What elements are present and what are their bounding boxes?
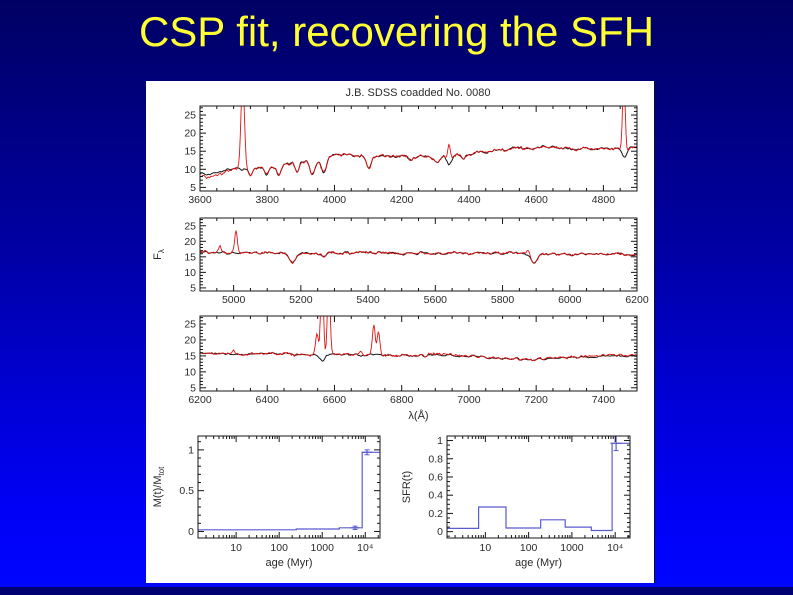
axis-tick-label: 5200 — [289, 294, 313, 306]
axis-tick-label: 25 — [184, 318, 196, 330]
axis-tick-label: 100 — [270, 542, 288, 554]
axis-tick-label: 15 — [184, 251, 196, 263]
axis-tick-label: 5000 — [222, 294, 246, 306]
axis-xlabel: age (Myr) — [515, 557, 562, 569]
chart-spectrum-green: 5000 5200 5400 5600 5800 6000 6200 5 10 15 20 25 — [184, 217, 649, 306]
observed-spectrum-line — [200, 106, 637, 180]
axis-tick-label: 6600 — [323, 394, 347, 406]
axis-tick-label: 10⁴ — [357, 542, 373, 554]
spectrum-series-group — [200, 230, 637, 264]
figure-title: J.B. SDSS coadded No. 0080 — [346, 87, 491, 99]
axis-frame — [197, 435, 381, 539]
axis-tick-label: 6200 — [625, 294, 649, 306]
chart-sfr: 10 100 1000 10⁴ 0 0.2 0.4 0.6 0.8 1 age (Myr) — [428, 435, 631, 569]
axis-tick-label: 20 — [184, 128, 196, 140]
axis-tick-label: 0.5 — [179, 485, 194, 497]
axis-tick-label: 6400 — [256, 394, 280, 406]
axis-tick-label: 3600 — [188, 194, 212, 206]
axis-tick-label: 15 — [184, 146, 196, 158]
axis-tick-label: 5400 — [356, 294, 380, 306]
figure-chart: J.B. SDSS coadded No. 0080 3600 3800 4000 42… — [152, 87, 649, 569]
axis-tick-label: 7000 — [457, 394, 481, 406]
axis-frame — [199, 217, 638, 292]
axis-tick-label: 4600 — [524, 194, 548, 206]
observed-spectrum-line — [200, 230, 637, 264]
axis-tick-label: 3800 — [256, 194, 280, 206]
axis-tick-label: 15 — [184, 350, 196, 362]
axis-tick-label: 100 — [520, 542, 538, 554]
axis-tick-label: 1000 — [311, 542, 335, 554]
sfh-series-group — [198, 449, 380, 531]
axis-ylabel: SFR(t) — [401, 471, 413, 503]
axis-tick-label: 10 — [184, 164, 196, 176]
axis-tick-label: 5800 — [491, 294, 515, 306]
axis-tick-label: 6000 — [558, 294, 582, 306]
axis-tick-label: 0.2 — [428, 508, 443, 520]
axis-tick-label: 5600 — [424, 294, 448, 306]
axis-tick-label: 10 — [480, 542, 492, 554]
slide-title: CSP fit, recovering the SFH — [138, 8, 655, 55]
observed-spectrum-line — [200, 316, 637, 362]
axis-tick-label: 4000 — [323, 194, 347, 206]
axis-frame — [199, 105, 638, 192]
footer-strip — [0, 587, 793, 595]
chart-spectrum-blue: 3600 3800 4000 4200 4400 4600 4800 5 10 15 20 25 — [184, 105, 638, 206]
figure-panel: J.B. SDSS coadded No. 0080 3600 3800 4000 42… — [146, 81, 655, 583]
axis-tick-label: 7200 — [524, 394, 548, 406]
axis-tick-label: 4200 — [390, 194, 414, 206]
sfh-step-line — [447, 442, 630, 532]
axis-tick-label: 1000 — [560, 542, 584, 554]
axis-tick-label: 20 — [184, 236, 196, 248]
axis-tick-label: 7400 — [592, 394, 616, 406]
spectrum-series-group — [200, 106, 637, 180]
axis-xlabel: λ(Å) — [408, 409, 428, 422]
axis-tick-label: 10⁴ — [607, 542, 623, 554]
axis-tick-label: 4400 — [457, 194, 481, 206]
model-spectrum-line — [200, 144, 637, 177]
axis-tick-label: 0.8 — [428, 453, 443, 465]
axis-tick-label: 1 — [188, 444, 194, 456]
chart-spectrum-red: 6200 6400 6600 6800 7000 7200 7400 5 10 15 20 25 λ(Å… — [184, 315, 638, 422]
chart-mass-fraction: 10 100 1000 10⁴ 0 0.5 1 age (Myr) — [179, 435, 381, 569]
axis-tick-label: 5 — [190, 282, 196, 294]
axis-tick-label: 1 — [437, 435, 443, 447]
axis-xlabel: age (Myr) — [265, 557, 312, 569]
axis-tick-label: 0.4 — [428, 490, 443, 502]
axis-tick-label: 0.6 — [428, 471, 443, 483]
spectrum-series-group — [200, 316, 637, 362]
axis-tick-label: 0 — [437, 526, 443, 538]
axis-tick-label: 5 — [190, 182, 196, 194]
axis-tick-label: 6800 — [390, 394, 414, 406]
axis-tick-label: 20 — [184, 334, 196, 346]
axis-tick-label: 25 — [184, 110, 196, 122]
axis-tick-label: 25 — [184, 220, 196, 232]
axis-tick-label: 10 — [184, 366, 196, 378]
axis-tick-label: 5 — [190, 382, 196, 394]
sfh-step-line — [198, 451, 380, 531]
axis-tick-label: 6200 — [188, 394, 212, 406]
axis-ylabel: M(t)/Mtot — [152, 466, 166, 507]
axis-tick-label: 0 — [188, 526, 194, 538]
axis-frame — [446, 435, 631, 539]
axis-tick-label: 10 — [230, 542, 242, 554]
axis-ylabel: Fλ — [152, 249, 166, 260]
axis-tick-label: 4800 — [592, 194, 616, 206]
sfh-series-group — [447, 436, 630, 532]
axis-tick-label: 10 — [184, 267, 196, 279]
